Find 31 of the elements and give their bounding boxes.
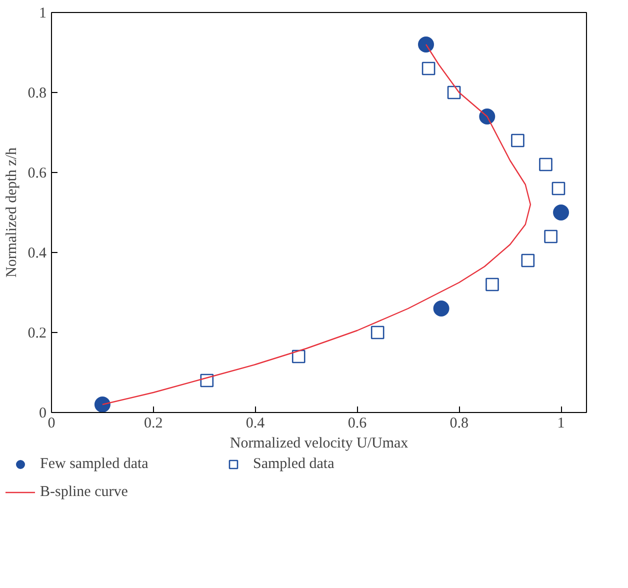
- y-tick-label: 0: [39, 406, 46, 422]
- point: [292, 350, 306, 364]
- point: [486, 278, 499, 292]
- point: [94, 396, 110, 412]
- point: [544, 230, 558, 244]
- legend-label: Sampled data: [253, 456, 336, 472]
- point: [433, 300, 450, 316]
- y-axis-title: Normalized depth z/h: [4, 147, 20, 278]
- y-tick-label: 0.8: [28, 86, 46, 102]
- point: [422, 62, 436, 76]
- point: [511, 134, 524, 148]
- point: [370, 326, 384, 340]
- y-tick-label: 0.4: [28, 246, 47, 262]
- x-tick-label: 0.2: [144, 416, 163, 432]
- legend-label: B-spline curve: [40, 484, 129, 500]
- point: [521, 254, 535, 268]
- x-tick-label: 0.4: [246, 416, 266, 432]
- y-tick-label: 0.6: [28, 166, 47, 182]
- point: [418, 36, 434, 52]
- y-tick-label: 1: [39, 6, 46, 22]
- point: [200, 374, 214, 388]
- x-tick-label: 1: [557, 416, 565, 432]
- point: [552, 182, 566, 196]
- point: [539, 158, 552, 172]
- x-axis-title: Normalized velocity U/Umax: [230, 436, 409, 452]
- legend-label: Few sampled data: [40, 456, 150, 472]
- point: [447, 86, 461, 100]
- x-tick-label: 0.6: [348, 416, 368, 432]
- y-tick-label: 0.2: [28, 326, 46, 342]
- x-tick-label: 0.8: [450, 416, 468, 432]
- point: [553, 204, 570, 220]
